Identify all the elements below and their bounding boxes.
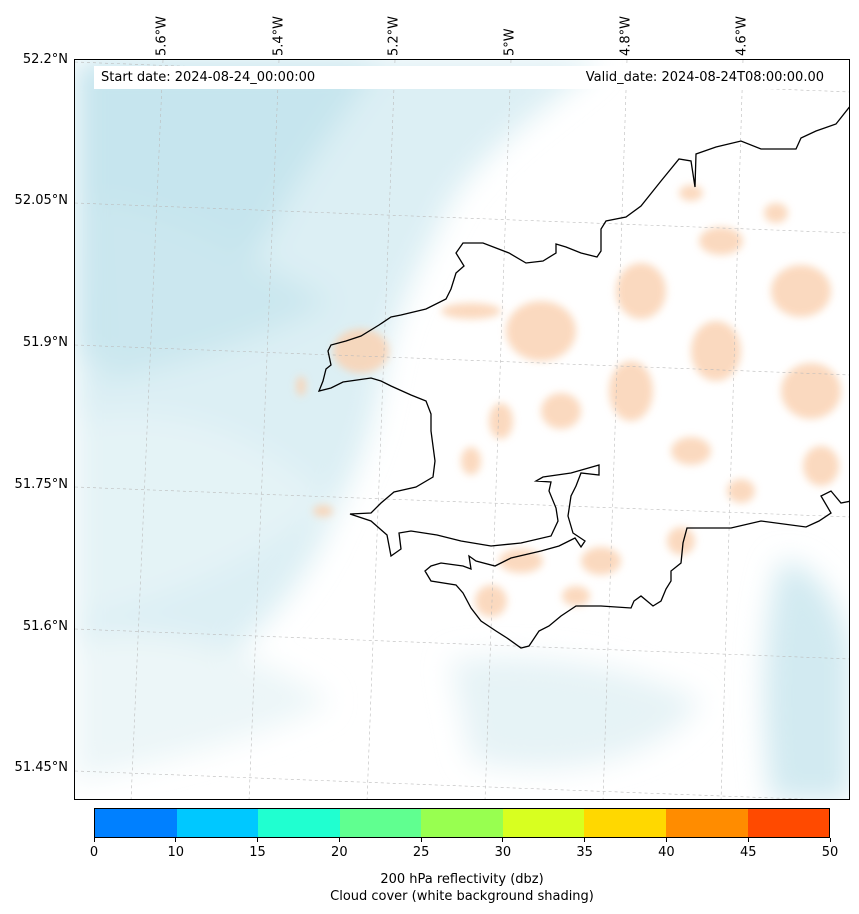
graticule: [75, 60, 849, 799]
colorbar-tick-label: 30: [494, 845, 512, 860]
lat-label-51.45n: 51.45°N: [14, 760, 68, 775]
colorbar: [94, 808, 830, 838]
lat-label-51.9n: 51.9°N: [22, 335, 68, 350]
lon-label-4.8w: 4.8°W: [618, 15, 634, 56]
colorbar-tick: [420, 838, 422, 842]
colorbar-tick: [665, 838, 667, 842]
colorbar-title-line2: Cloud cover (white background shading): [330, 889, 594, 904]
colorbar-tick: [502, 838, 504, 842]
lon-label-4.6w: 4.6°W: [734, 15, 750, 56]
valid-date-label: Valid_date: 2024-08-24T08:00:00.00: [585, 70, 824, 85]
map-canvas: [75, 60, 849, 799]
colorbar-tick-label: 0: [89, 845, 99, 860]
lon-label-5w: 5°W: [502, 28, 518, 56]
colorbar-segment: [747, 809, 830, 837]
start-date-label: Start date: 2024-08-24_00:00:00: [101, 70, 316, 85]
colorbar-tick-label: 35: [576, 845, 593, 860]
colorbar-segment: [176, 809, 259, 837]
lon-label-5.6w: 5.6°W: [154, 15, 170, 56]
colorbar-segment: [258, 809, 340, 837]
colorbar-segment: [421, 809, 503, 837]
lon-label-5.4w: 5.4°W: [271, 15, 287, 56]
lat-label-52.2n: 52.2°N: [22, 52, 68, 67]
colorbar-tick: [338, 838, 340, 842]
colorbar-tick-label: 15: [249, 845, 266, 860]
colorbar-segment: [95, 809, 177, 837]
cloud-cover-layer: [75, 60, 849, 799]
lat-label-51.6n: 51.6°N: [22, 619, 68, 634]
colorbar-tick-label: 20: [331, 845, 348, 860]
colorbar-tick: [829, 838, 831, 842]
colorbar-segment: [584, 809, 666, 837]
colorbar-tick-label: 40: [658, 845, 675, 860]
lat-label-52.05n: 52.05°N: [14, 193, 68, 208]
colorbar-tick-label: 10: [167, 845, 185, 860]
colorbar-tick: [584, 838, 586, 842]
colorbar-tick: [747, 838, 749, 842]
colorbar-tick-label: 45: [739, 845, 757, 860]
colorbar-segment: [665, 809, 748, 837]
colorbar-title: 200 hPa reflectivity (dbz) Cloud cover (…: [0, 871, 859, 905]
lat-label-51.75n: 51.75°N: [14, 477, 68, 492]
lon-label-5.2w: 5.2°W: [386, 15, 402, 56]
colorbar-tick: [257, 838, 259, 842]
colorbar-tick: [93, 838, 95, 842]
colorbar-title-line1: 200 hPa reflectivity (dbz): [380, 872, 544, 887]
coastline: [317, 106, 849, 649]
colorbar-tick-label: 25: [412, 845, 430, 860]
colorbar-segment: [502, 809, 585, 837]
map-panel[interactable]: [74, 59, 850, 800]
colorbar-tick-label: 50: [821, 845, 839, 860]
colorbar-tick: [175, 838, 177, 842]
date-info-box: Start date: 2024-08-24_00:00:00 Valid_da…: [94, 66, 832, 89]
reflectivity-layer: [296, 185, 841, 617]
colorbar-segment: [339, 809, 422, 837]
